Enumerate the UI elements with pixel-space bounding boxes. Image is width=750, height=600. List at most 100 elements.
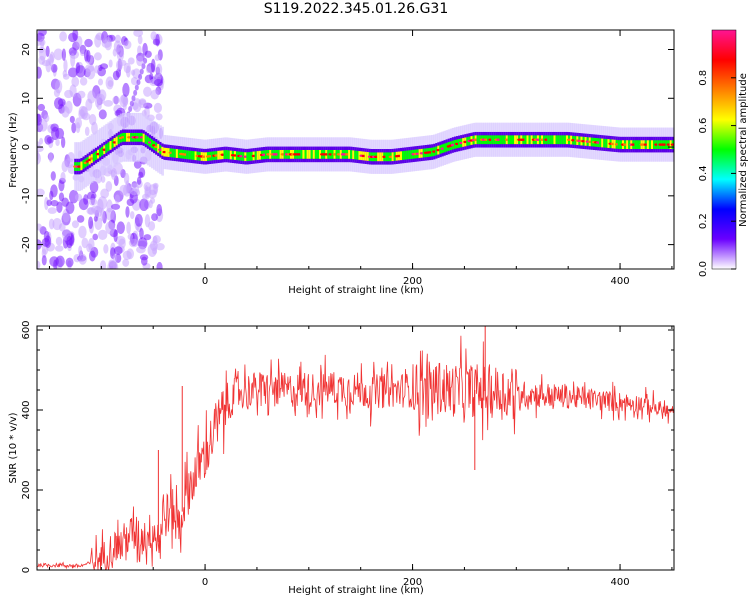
spectrogram-noise-blob [112,96,120,105]
spectrogram-noise-blob [39,38,46,46]
spectrogram-noise-blob [97,78,104,86]
spectrogram-noise-blob [89,180,99,194]
spectrogram-noise-blob [69,115,75,124]
spectrogram-core [559,135,563,145]
spectrogram-noise-blob [49,256,59,267]
spectrogram-noise-blob [136,176,142,185]
spectrogram-core [348,149,351,159]
spectrogram-noise-blob [136,245,146,254]
spectrogram-core [499,135,503,145]
spectrogram-noise-blob [107,80,114,87]
spectrogram-noise-blob [50,123,59,132]
spectrogram-noise-blob [78,198,89,211]
spectrogram-core [476,135,480,145]
spectrogram-noise-blob [46,136,54,144]
snr-y-tick-label: 200 [21,480,32,499]
spectrogram-core [157,143,160,153]
spectrogram-core [107,142,110,152]
spectrogram-noise-blob [153,102,162,113]
spectrogram-streak [136,79,141,86]
spectrogram-marks [37,30,674,269]
spectrogram-noise-blob [76,215,85,223]
spectrogram-core [117,135,121,144]
spectrogram-core [445,142,449,152]
spectrogram-streak [133,89,138,96]
spectrogram-noise-blob [123,40,132,50]
spectrogram-noise-blob [37,152,41,165]
spectrogram-core [605,138,608,148]
spectrogram-noise-blob [112,70,120,81]
spectrogram-noise-blob [125,65,131,78]
spectrogram-core [308,149,312,159]
spectrogram-noise-blob [70,53,76,68]
spectrogram-core [435,146,438,156]
spectrogram-core [561,135,565,145]
spectrogram-noise-blob [143,234,152,241]
spectrogram-core [408,150,411,160]
spectrogram-noise-blob [56,201,63,213]
spectrogram-core [636,140,640,150]
spectrogram-core [603,138,606,148]
snr-y-axis-label: SNR (10 * v/v) [8,412,19,483]
spectrogram-core [646,140,650,150]
spectrogram-core [142,133,146,143]
spectrogram-noise-blob [114,194,121,204]
spectrogram-noise-blob [65,201,75,215]
spectrogram-core [356,150,359,160]
colorbar-tick-label: 0.2 [698,213,709,229]
spectrogram-noise-blob [69,84,77,98]
spectrogram-noise-blob [123,172,130,185]
spectrogram-noise-blob [151,213,158,222]
spectrogram-frame [36,29,675,270]
spectrogram-noise-blob [137,34,143,45]
spectrogram-core [144,135,148,144]
spectrogram-y-ticks: -20 -10 0 10 20 [21,43,674,253]
spectrogram-x-axis-label: Height of straight line (km) [288,285,424,296]
spectrogram-noise-blob [55,138,60,147]
spectrogram-core [111,139,115,149]
spectrogram-noise-blob [142,193,150,200]
spectrogram-core [509,135,513,145]
spectrogram-noise-blob [71,220,79,229]
spectrogram-noise-blob [54,245,64,252]
snr-x-tick-label: 400 [611,577,630,588]
spectrogram-noise-blob [53,48,64,61]
spectrogram-y-tick-label: -10 [21,188,32,204]
spectrogram-core [555,135,559,145]
spectrogram-core [246,152,250,162]
spectrogram-core [101,146,104,156]
snr-y-ticks: 0 200 400 600 [21,320,674,573]
spectrogram-noise-blob [129,183,140,196]
spectrogram-noise-blob [112,254,118,264]
spectrogram-noise-blob [72,30,79,41]
spectrogram-core [99,148,102,158]
spectrogram-noise-blob [118,238,126,249]
spectrogram-core [511,135,515,145]
spectrogram-noise-blob [75,62,81,74]
spectrogram-noise-blob [126,248,135,260]
snr-marks [37,326,674,570]
spectrogram-core [217,150,220,160]
snr-panel: 0 200 400 0 200 400 600 Height of straight li… [8,320,675,596]
spectrogram-noise-blob [112,261,119,269]
spectrogram-noise-blob [152,235,158,246]
spectrogram-x-tick-label: 0 [202,276,208,287]
spectrogram-noise-blob [125,206,130,218]
spectrogram-noise-blob [51,63,58,73]
spectrogram-noise-blob [115,59,123,71]
spectrogram-core [599,138,602,148]
spectrogram-noise-blob [60,136,66,149]
spectrogram-core [192,151,196,160]
spectrogram-core [377,152,380,162]
spectrogram-noise-blob [152,247,157,255]
snr-frame [36,325,675,571]
spectrogram-noise-blob [155,243,165,251]
spectrogram-core [557,135,561,145]
spectrogram-core [553,135,557,145]
spectrogram-noise-blob [139,227,144,240]
spectrogram-noise-blob [105,221,116,235]
spectrogram-noise-blob [41,60,51,67]
snr-x-axis-label: Height of straight line (km) [288,585,424,596]
spectrogram-noise-blob [84,38,93,48]
